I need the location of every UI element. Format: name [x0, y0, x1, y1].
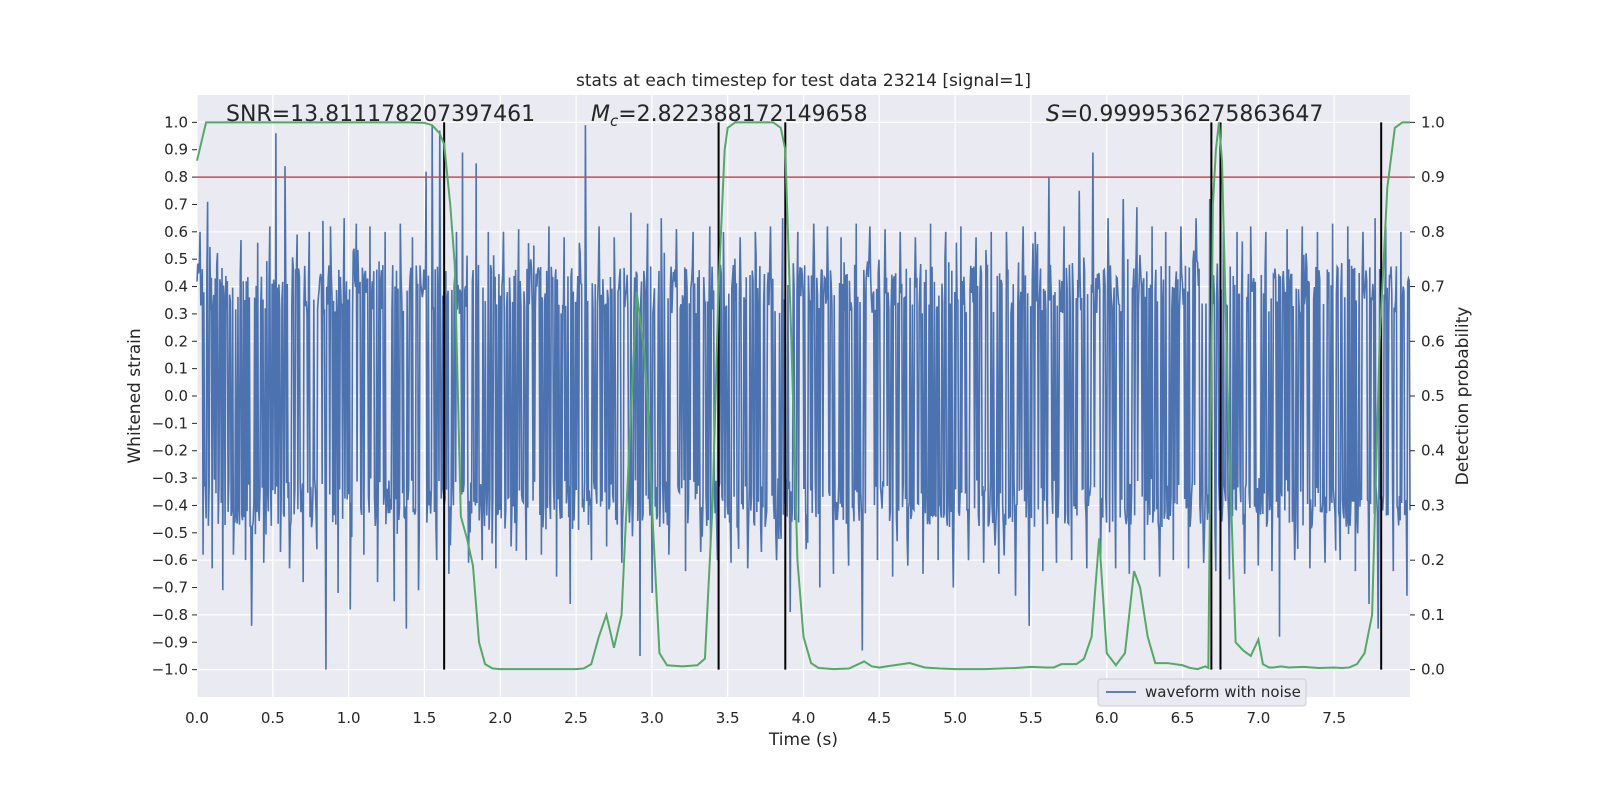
y-tick-label-18: −0.8 — [152, 606, 188, 624]
y-axis-right-label: Detection probability — [1453, 307, 1473, 486]
x-tick-label-14: 7.0 — [1246, 709, 1270, 727]
x-tick-label-2: 1.0 — [337, 709, 361, 727]
y-tick-label-8: 0.2 — [164, 332, 188, 350]
legend-box — [1097, 678, 1307, 707]
y-tick-label-0: 1.0 — [164, 113, 188, 131]
y-tick-label-2: 0.8 — [164, 168, 188, 186]
probability-line — [196, 121, 1410, 671]
y-right-tick-label-7: 0.3 — [1421, 496, 1445, 514]
x-tick-label-1: 0.5 — [261, 709, 285, 727]
y-tick-label-6: 0.4 — [164, 278, 188, 296]
x-tick-label-13: 6.5 — [1171, 709, 1195, 727]
chirp-mass-annotation: Mc=2.822388172149658 — [591, 102, 868, 130]
y-tick-label-20: −1.0 — [152, 661, 188, 679]
y-tick-label-7: 0.3 — [164, 305, 188, 323]
score-value: =0.9999536275863647 — [1060, 102, 1323, 127]
snr-annotation: SNR=13.811178207397461 — [226, 102, 535, 127]
waveform-series — [196, 125, 1411, 670]
chart-title: stats at each timestep for test data 232… — [576, 71, 1031, 91]
chirp-mass-symbol: M — [591, 102, 610, 127]
overlay — [197, 122, 1410, 670]
score-symbol: S — [1046, 102, 1060, 127]
y-right-tick-label-2: 0.8 — [1421, 223, 1445, 241]
y-tick-label-4: 0.6 — [164, 223, 188, 241]
x-tick-label-5: 2.5 — [564, 709, 588, 727]
y-right-tick-label-3: 0.7 — [1421, 278, 1445, 296]
y-tick-label-3: 0.7 — [164, 195, 188, 213]
y-tick-label-14: −0.4 — [152, 496, 188, 514]
y-right-tick-label-10: 0.0 — [1421, 661, 1445, 679]
y-right-tick-label-1: 0.9 — [1421, 168, 1445, 186]
x-tick-label-7: 3.5 — [716, 709, 740, 727]
x-tick-label-11: 5.5 — [1019, 709, 1043, 727]
x-axis-label: Time (s) — [768, 730, 838, 750]
x-tick-label-8: 4.0 — [792, 709, 816, 727]
legend-entry-waveform: waveform with noise — [1145, 683, 1301, 701]
y-tick-label-17: −0.7 — [152, 579, 188, 597]
x-tick-label-0: 0.0 — [185, 709, 209, 727]
y-right-tick-label-6: 0.4 — [1421, 442, 1445, 460]
x-tick-label-10: 5.0 — [943, 709, 967, 727]
y-tick-label-13: −0.3 — [152, 469, 188, 487]
y-tick-label-16: −0.6 — [152, 551, 188, 569]
y-right-tick-label-8: 0.2 — [1421, 551, 1445, 569]
y-tick-label-15: −0.5 — [152, 524, 188, 542]
y-tick-label-12: −0.2 — [152, 442, 188, 460]
y-tick-label-9: 0.1 — [164, 360, 188, 378]
y-tick-label-11: −0.1 — [152, 414, 188, 432]
y-right-tick-label-9: 0.1 — [1421, 606, 1445, 624]
legend: waveform with noise — [1097, 678, 1307, 707]
x-tick-label-4: 2.0 — [488, 709, 512, 727]
waveform-line — [196, 125, 1411, 670]
y-tick-label-1: 0.9 — [164, 141, 188, 159]
y-right-tick-label-5: 0.5 — [1421, 387, 1445, 405]
ticks: 0.0 0.5 1.0 1.5 2.0 2.5 3.0 3.5 4.0 4.5 5.0 5.5 6.0 6… — [152, 113, 1445, 727]
y-tick-label-5: 0.5 — [164, 250, 188, 268]
y-tick-label-10: 0.0 — [164, 387, 188, 405]
chirp-mass-value: =2.822388172149658 — [618, 102, 867, 127]
score-annotation: S=0.9999536275863647 — [1046, 102, 1323, 127]
y-tick-label-19: −0.9 — [152, 633, 188, 651]
x-tick-label-15: 7.5 — [1322, 709, 1346, 727]
x-tick-label-9: 4.5 — [867, 709, 891, 727]
y-axis-label: Whitened strain — [125, 328, 145, 463]
probability-series — [196, 121, 1410, 671]
chirp-mass-subscript: c — [610, 112, 619, 130]
y-right-tick-label-0: 1.0 — [1421, 113, 1445, 131]
y-right-tick-label-4: 0.6 — [1421, 332, 1445, 350]
x-tick-label-3: 1.5 — [413, 709, 437, 727]
x-tick-label-6: 3.0 — [640, 709, 664, 727]
x-tick-label-12: 6.0 — [1095, 709, 1119, 727]
